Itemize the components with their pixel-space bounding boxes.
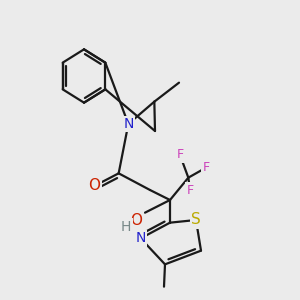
Text: O: O	[88, 178, 100, 194]
Text: N: N	[123, 117, 134, 131]
Text: N: N	[136, 231, 146, 245]
Text: H: H	[121, 220, 131, 234]
Text: F: F	[176, 148, 184, 161]
Text: O: O	[130, 213, 142, 228]
Text: F: F	[186, 184, 194, 196]
Text: F: F	[202, 161, 210, 174]
Text: S: S	[191, 212, 201, 227]
